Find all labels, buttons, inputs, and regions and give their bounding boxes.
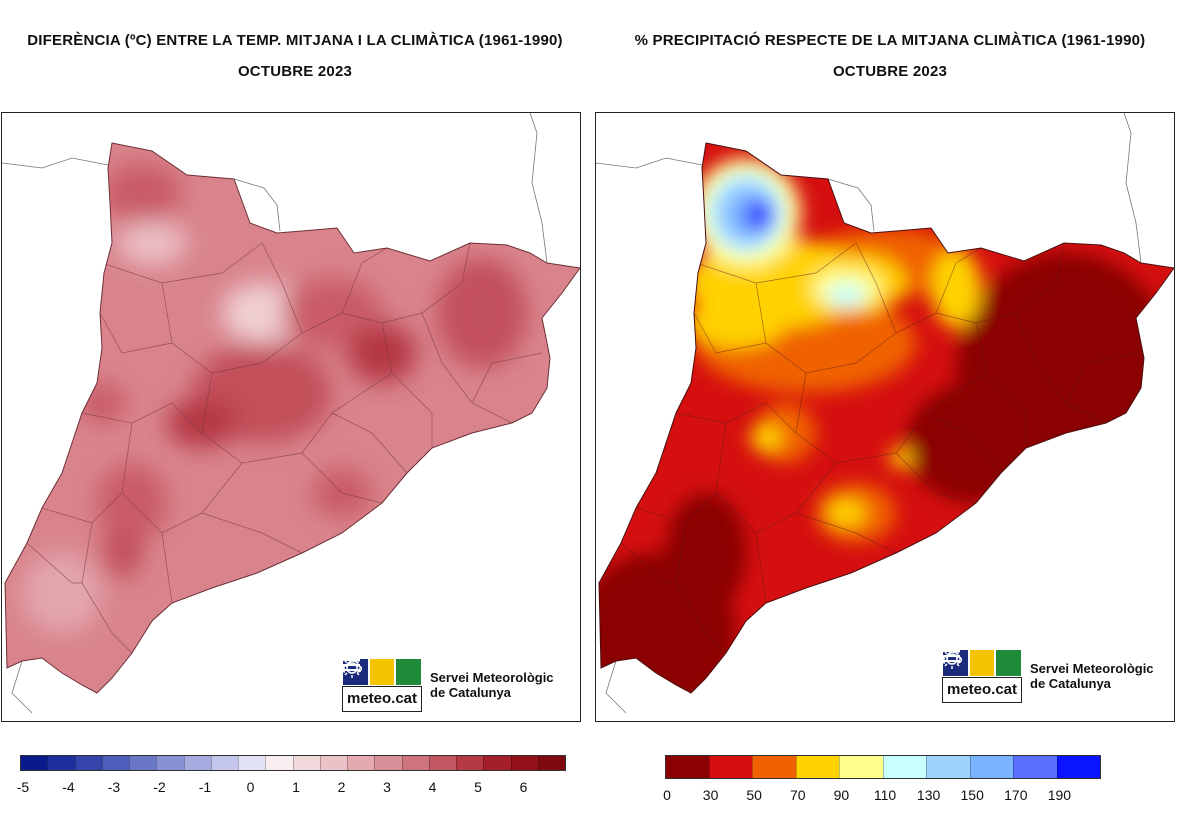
precipitation-subtitle: OCTUBRE 2023: [832, 63, 948, 80]
temperature-panel: DIFERÈNCIA (ºC) ENTRE LA TEMP. MITJANA I…: [0, 0, 590, 740]
legend-color-cell: [129, 756, 157, 770]
precipitation-map-svg: [596, 113, 1174, 714]
logo-sun: [942, 649, 996, 677]
legend-color-cell: [882, 756, 926, 778]
legend-tick-label: 4: [428, 779, 437, 795]
coast-south: [11, 660, 33, 714]
legend-tick-label: 130: [916, 787, 941, 803]
legend-color-cell: [238, 756, 266, 770]
coast-south: [605, 660, 627, 714]
france-border: [529, 113, 548, 264]
legend-color-cell: [210, 756, 238, 770]
catalonia-outline: [4, 142, 580, 694]
legend-color-cell: [21, 756, 48, 770]
precipitation-legend: 0 30 50 70 90 110 130 150 170 190: [663, 755, 1101, 803]
legend-tick-label: 6: [519, 779, 528, 795]
legend-tick-label: 3: [383, 779, 391, 795]
legend-tick-label: -3: [107, 779, 121, 795]
legend-color-cell: [926, 756, 970, 778]
waves-icon: [342, 659, 360, 671]
logo-sun: [342, 658, 396, 686]
legend-tick-label: -1: [198, 779, 212, 795]
legend-color-cell: [537, 756, 565, 770]
legend-color-cell: [510, 756, 538, 770]
legend-tick-label: 30: [702, 787, 719, 803]
logo-org-line2: de Catalunya: [1030, 676, 1111, 691]
legend-color-cell: [1013, 756, 1057, 778]
temperature-legend: -5 -4 -3 -2 -1 0 1 2 3 4 5 6: [17, 755, 566, 795]
border-line: [596, 157, 703, 169]
legend-color-cell: [401, 756, 429, 770]
legend-tick-label: 150: [960, 787, 984, 803]
logo-org-line1: Servei Meteorològic: [1030, 661, 1154, 676]
legend-tick-label: 70: [790, 787, 806, 803]
precipitation-title: % PRECIPITACIÓ RESPECTE DE LA MITJANA CL…: [634, 32, 1146, 49]
andorra-border: [233, 178, 281, 232]
border-line: [2, 157, 109, 169]
legend-color-cell: [708, 756, 752, 778]
legend-color-cell: [752, 756, 796, 778]
cloud-icon: [342, 660, 362, 673]
cloud-icon: [942, 651, 962, 664]
legend-color-cell: [969, 756, 1013, 778]
legend-tick-label: -5: [16, 779, 30, 795]
logo-org-line1: Servei Meteorològic: [430, 670, 554, 685]
legend-color-cell: [347, 756, 375, 770]
precipitation-map: meteo.cat Servei Meteorològic de Catalun…: [595, 112, 1175, 722]
legend-tick-label: 90: [833, 787, 850, 803]
legend-color-cell: [265, 756, 293, 770]
andorra-border: [827, 178, 875, 232]
legend-color-cell: [428, 756, 456, 770]
precipitation-panel: % PRECIPITACIÓ RESPECTE DE LA MITJANA CL…: [595, 0, 1185, 740]
temperature-color-scale: [20, 755, 566, 771]
logo-brand: meteo.cat: [342, 686, 422, 712]
meteocat-logo: meteo.cat Servei Meteorològic de Catalun…: [342, 658, 562, 716]
legend-color-cell: [1056, 756, 1100, 778]
legend-tick-label: 170: [1004, 787, 1028, 803]
waves-icon: [942, 650, 960, 662]
logo-brand: meteo.cat: [942, 677, 1022, 703]
legend-color-cell: [74, 756, 102, 770]
legend-tick-label: 0: [246, 779, 255, 795]
legend-tick-label: 190: [1047, 787, 1072, 803]
legend-color-cell: [374, 756, 402, 770]
legend-tick-label: 5: [474, 779, 482, 795]
legend-tick-label: -2: [153, 779, 166, 795]
legend-color-cell: [47, 756, 75, 770]
temperature-title: DIFERÈNCIA (ºC) ENTRE LA TEMP. MITJANA I…: [27, 32, 563, 49]
legend-tick-label: 0: [663, 787, 671, 803]
logo-cloud: [342, 658, 423, 686]
legend-color-cell: [183, 756, 211, 770]
legend-color-cell: [795, 756, 839, 778]
legend-tick-label: 50: [746, 787, 762, 803]
precipitation-color-scale: [665, 755, 1101, 779]
temperature-map: meteo.cat Servei Meteorològic de Catalun…: [1, 112, 581, 722]
legend-tick-label: 1: [292, 779, 300, 795]
legend-color-cell: [101, 756, 129, 770]
logo-org: Servei Meteorològic de Catalunya: [1030, 661, 1154, 691]
legend-color-cell: [156, 756, 184, 770]
legend-tick-label: 2: [337, 779, 346, 795]
logo-org-line2: de Catalunya: [430, 685, 511, 700]
legend-color-cell: [666, 756, 709, 778]
legend-tick-label: -4: [62, 779, 75, 795]
temperature-subtitle: OCTUBRE 2023: [237, 63, 353, 80]
legend-color-cell: [319, 756, 347, 770]
catalonia-outline: [598, 142, 1174, 694]
temperature-map-svg: [2, 113, 580, 714]
logo-org: Servei Meteorològic de Catalunya: [430, 670, 554, 700]
legend-color-cell: [456, 756, 484, 770]
legend-color-cell: [292, 756, 320, 770]
logo-cloud: [942, 649, 1023, 677]
france-border: [1123, 113, 1142, 264]
legend-tick-label: 110: [873, 787, 897, 803]
legend-color-cell: [839, 756, 883, 778]
legend-color-cell: [483, 756, 511, 770]
meteocat-logo: meteo.cat Servei Meteorològic de Catalun…: [942, 649, 1162, 707]
